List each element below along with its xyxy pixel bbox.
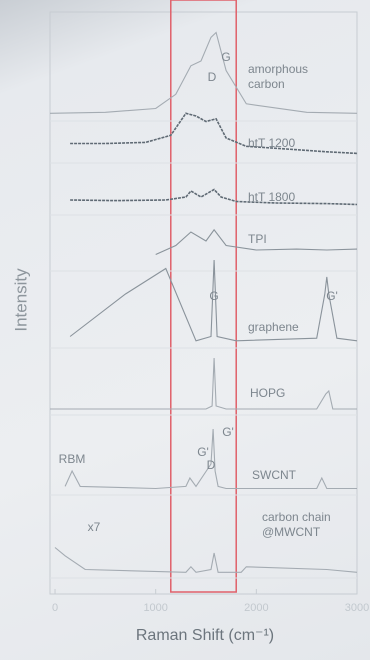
x-tick-label: 3000 [345, 602, 369, 614]
spectrum-label: HOPG [250, 386, 345, 401]
peak-annotation: D [207, 458, 216, 472]
peak-annotation: x7 [88, 520, 101, 534]
spectrum-label: SWCNT [252, 468, 347, 483]
x-tick-label: 2000 [244, 602, 268, 614]
peak-annotation: G [221, 50, 230, 64]
spectrum [50, 33, 357, 114]
highlight-box [171, 0, 236, 592]
spectrum-label: TPI [248, 232, 343, 247]
plot-frame [50, 12, 357, 594]
spectrum-label: htT 1800 [248, 190, 343, 205]
x-axis-label: Raman Shift (cm⁻¹) [136, 627, 274, 644]
spectrum-label: graphene [248, 320, 343, 335]
spectrum-label: amorphous carbon [248, 62, 308, 92]
peak-annotation: G' [197, 445, 209, 459]
spectrum [50, 358, 357, 409]
x-tick-label: 0 [52, 602, 58, 614]
x-tick-label: 1000 [143, 602, 167, 614]
spectrum [55, 548, 357, 573]
spectrum-label: htT 1200 [248, 136, 343, 151]
peak-annotation: G [209, 289, 218, 303]
y-axis-label: Intensity [11, 268, 30, 332]
peak-annotation: G' [222, 425, 234, 439]
slide: {"chart_data": {"type": "line", "x_label… [0, 0, 370, 660]
peak-annotation: G' [326, 289, 338, 303]
spectrum-label: carbon chain @MWCNT [262, 510, 352, 540]
peak-annotation: RBM [59, 452, 86, 466]
peak-annotation: D [208, 70, 217, 84]
